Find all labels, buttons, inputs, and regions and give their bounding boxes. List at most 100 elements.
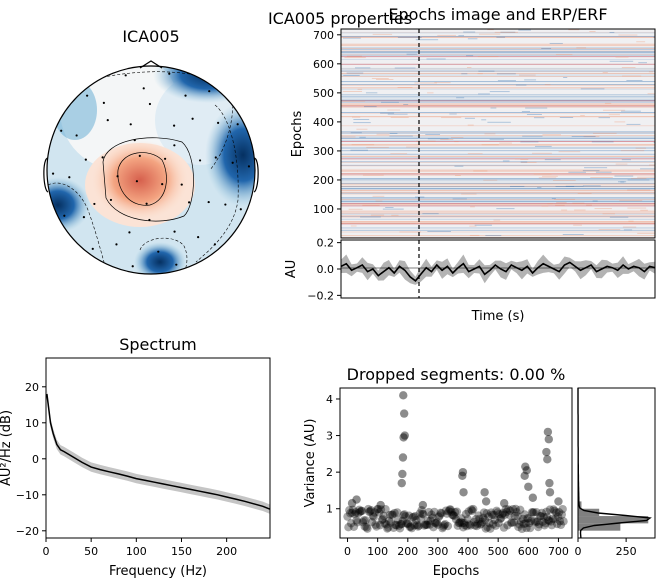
epoch-fragment <box>441 117 462 119</box>
epoch-fragment <box>627 207 647 209</box>
epoch-fragment <box>454 141 459 143</box>
variance-point <box>520 471 529 481</box>
spectrum-ylabel: AU²/Hz (dB) <box>0 410 14 486</box>
epoch-row <box>341 44 655 45</box>
epoch-fragment <box>406 146 420 148</box>
variance-point <box>466 521 475 530</box>
variance-point <box>504 505 513 514</box>
variance-point <box>438 523 447 533</box>
epoch-fragment <box>365 92 378 94</box>
epoch-fragment <box>621 67 636 69</box>
epoch-fragment <box>628 220 634 222</box>
variance-point <box>476 520 485 529</box>
variance-point <box>413 522 423 531</box>
epoch-fragment <box>497 80 516 82</box>
variance-point <box>544 435 553 444</box>
epoch-fragment <box>481 119 487 121</box>
epoch-row <box>341 182 655 184</box>
variance-point <box>537 508 547 518</box>
epoch-row <box>341 116 655 118</box>
variance-point <box>543 515 553 525</box>
epoch-fragment <box>344 57 366 59</box>
epoch-row <box>341 146 655 148</box>
epoch-row <box>341 136 655 138</box>
epoch-row <box>341 76 655 77</box>
variance-point <box>487 510 497 519</box>
epoch-fragment <box>526 114 542 115</box>
variance-point <box>388 510 397 519</box>
y-tick-label: −10 <box>16 489 39 502</box>
epoch-fragment <box>598 229 621 231</box>
epoch-fragment <box>390 153 408 155</box>
variance-point <box>348 505 358 514</box>
epoch-fragment <box>422 213 439 215</box>
epoch-fragment <box>561 209 568 211</box>
epoch-fragment <box>403 103 409 105</box>
figure-suptitle: ICA005 properties <box>268 9 412 28</box>
variance-point <box>470 521 480 530</box>
epoch-row <box>341 32 655 34</box>
x-tick-label: 200 <box>397 545 418 558</box>
epoch-fragment <box>390 116 409 118</box>
epoch-fragment <box>466 55 474 57</box>
variance-point <box>360 522 369 531</box>
epoch-fragment <box>346 72 364 74</box>
variance-point <box>354 509 363 518</box>
variance-point <box>510 511 519 521</box>
variance-point <box>394 521 404 530</box>
topomap-sensor <box>133 139 136 142</box>
epoch-fragment <box>496 36 506 38</box>
epoch-row <box>341 180 655 182</box>
epoch-fragment <box>363 106 377 108</box>
epoch-fragment <box>494 31 518 33</box>
epoch-row <box>341 70 655 72</box>
variance-point <box>558 504 567 514</box>
dropped-panel: Dropped segments: 0.00 % 0 100 200 300 400 50… <box>303 365 656 579</box>
variance-point <box>433 520 443 529</box>
epoch-fragment <box>571 136 596 137</box>
variance-point <box>412 516 421 525</box>
epoch-fragment <box>375 200 383 202</box>
epoch-row <box>341 199 655 200</box>
epoch-row <box>341 50 655 52</box>
y-tick-label: 400 <box>313 116 334 129</box>
epoch-fragment <box>636 41 646 43</box>
variance-point <box>533 517 542 526</box>
x-tick-label: 500 <box>488 545 509 558</box>
epoch-fragment <box>593 132 617 134</box>
variance-point <box>534 522 543 532</box>
topomap-sensor <box>86 94 89 97</box>
epoch-fragment <box>559 117 574 118</box>
variance-point <box>386 518 396 527</box>
variance-point <box>522 466 532 475</box>
epochs-image-frame <box>340 28 656 239</box>
variance-point <box>369 512 378 522</box>
epoch-row <box>341 67 655 69</box>
variance-point <box>536 512 546 521</box>
topomap-sensor <box>180 183 183 186</box>
variance-histogram <box>578 494 649 531</box>
epoch-fragment <box>541 48 552 49</box>
epoch-row <box>341 71 655 73</box>
variance-point <box>540 521 549 530</box>
epoch-row <box>341 155 655 157</box>
variance-point <box>377 515 387 525</box>
epoch-fragment <box>385 207 394 208</box>
variance-point <box>548 514 557 523</box>
epoch-fragment <box>619 200 643 202</box>
epoch-row <box>341 216 655 218</box>
epoch-fragment <box>620 181 625 183</box>
variance-point <box>393 515 403 525</box>
topomap-negative-region-left <box>47 177 90 233</box>
variance-point <box>382 520 391 529</box>
erp-confidence-band <box>341 254 655 285</box>
epoch-fragment <box>360 216 381 218</box>
epoch-fragment <box>542 175 558 177</box>
variance-point <box>445 505 454 514</box>
epoch-fragment <box>467 38 478 40</box>
variance-point <box>344 523 353 532</box>
variance-point <box>418 509 427 519</box>
epoch-row <box>341 203 655 204</box>
variance-point <box>418 500 428 510</box>
variance-point <box>479 508 489 517</box>
